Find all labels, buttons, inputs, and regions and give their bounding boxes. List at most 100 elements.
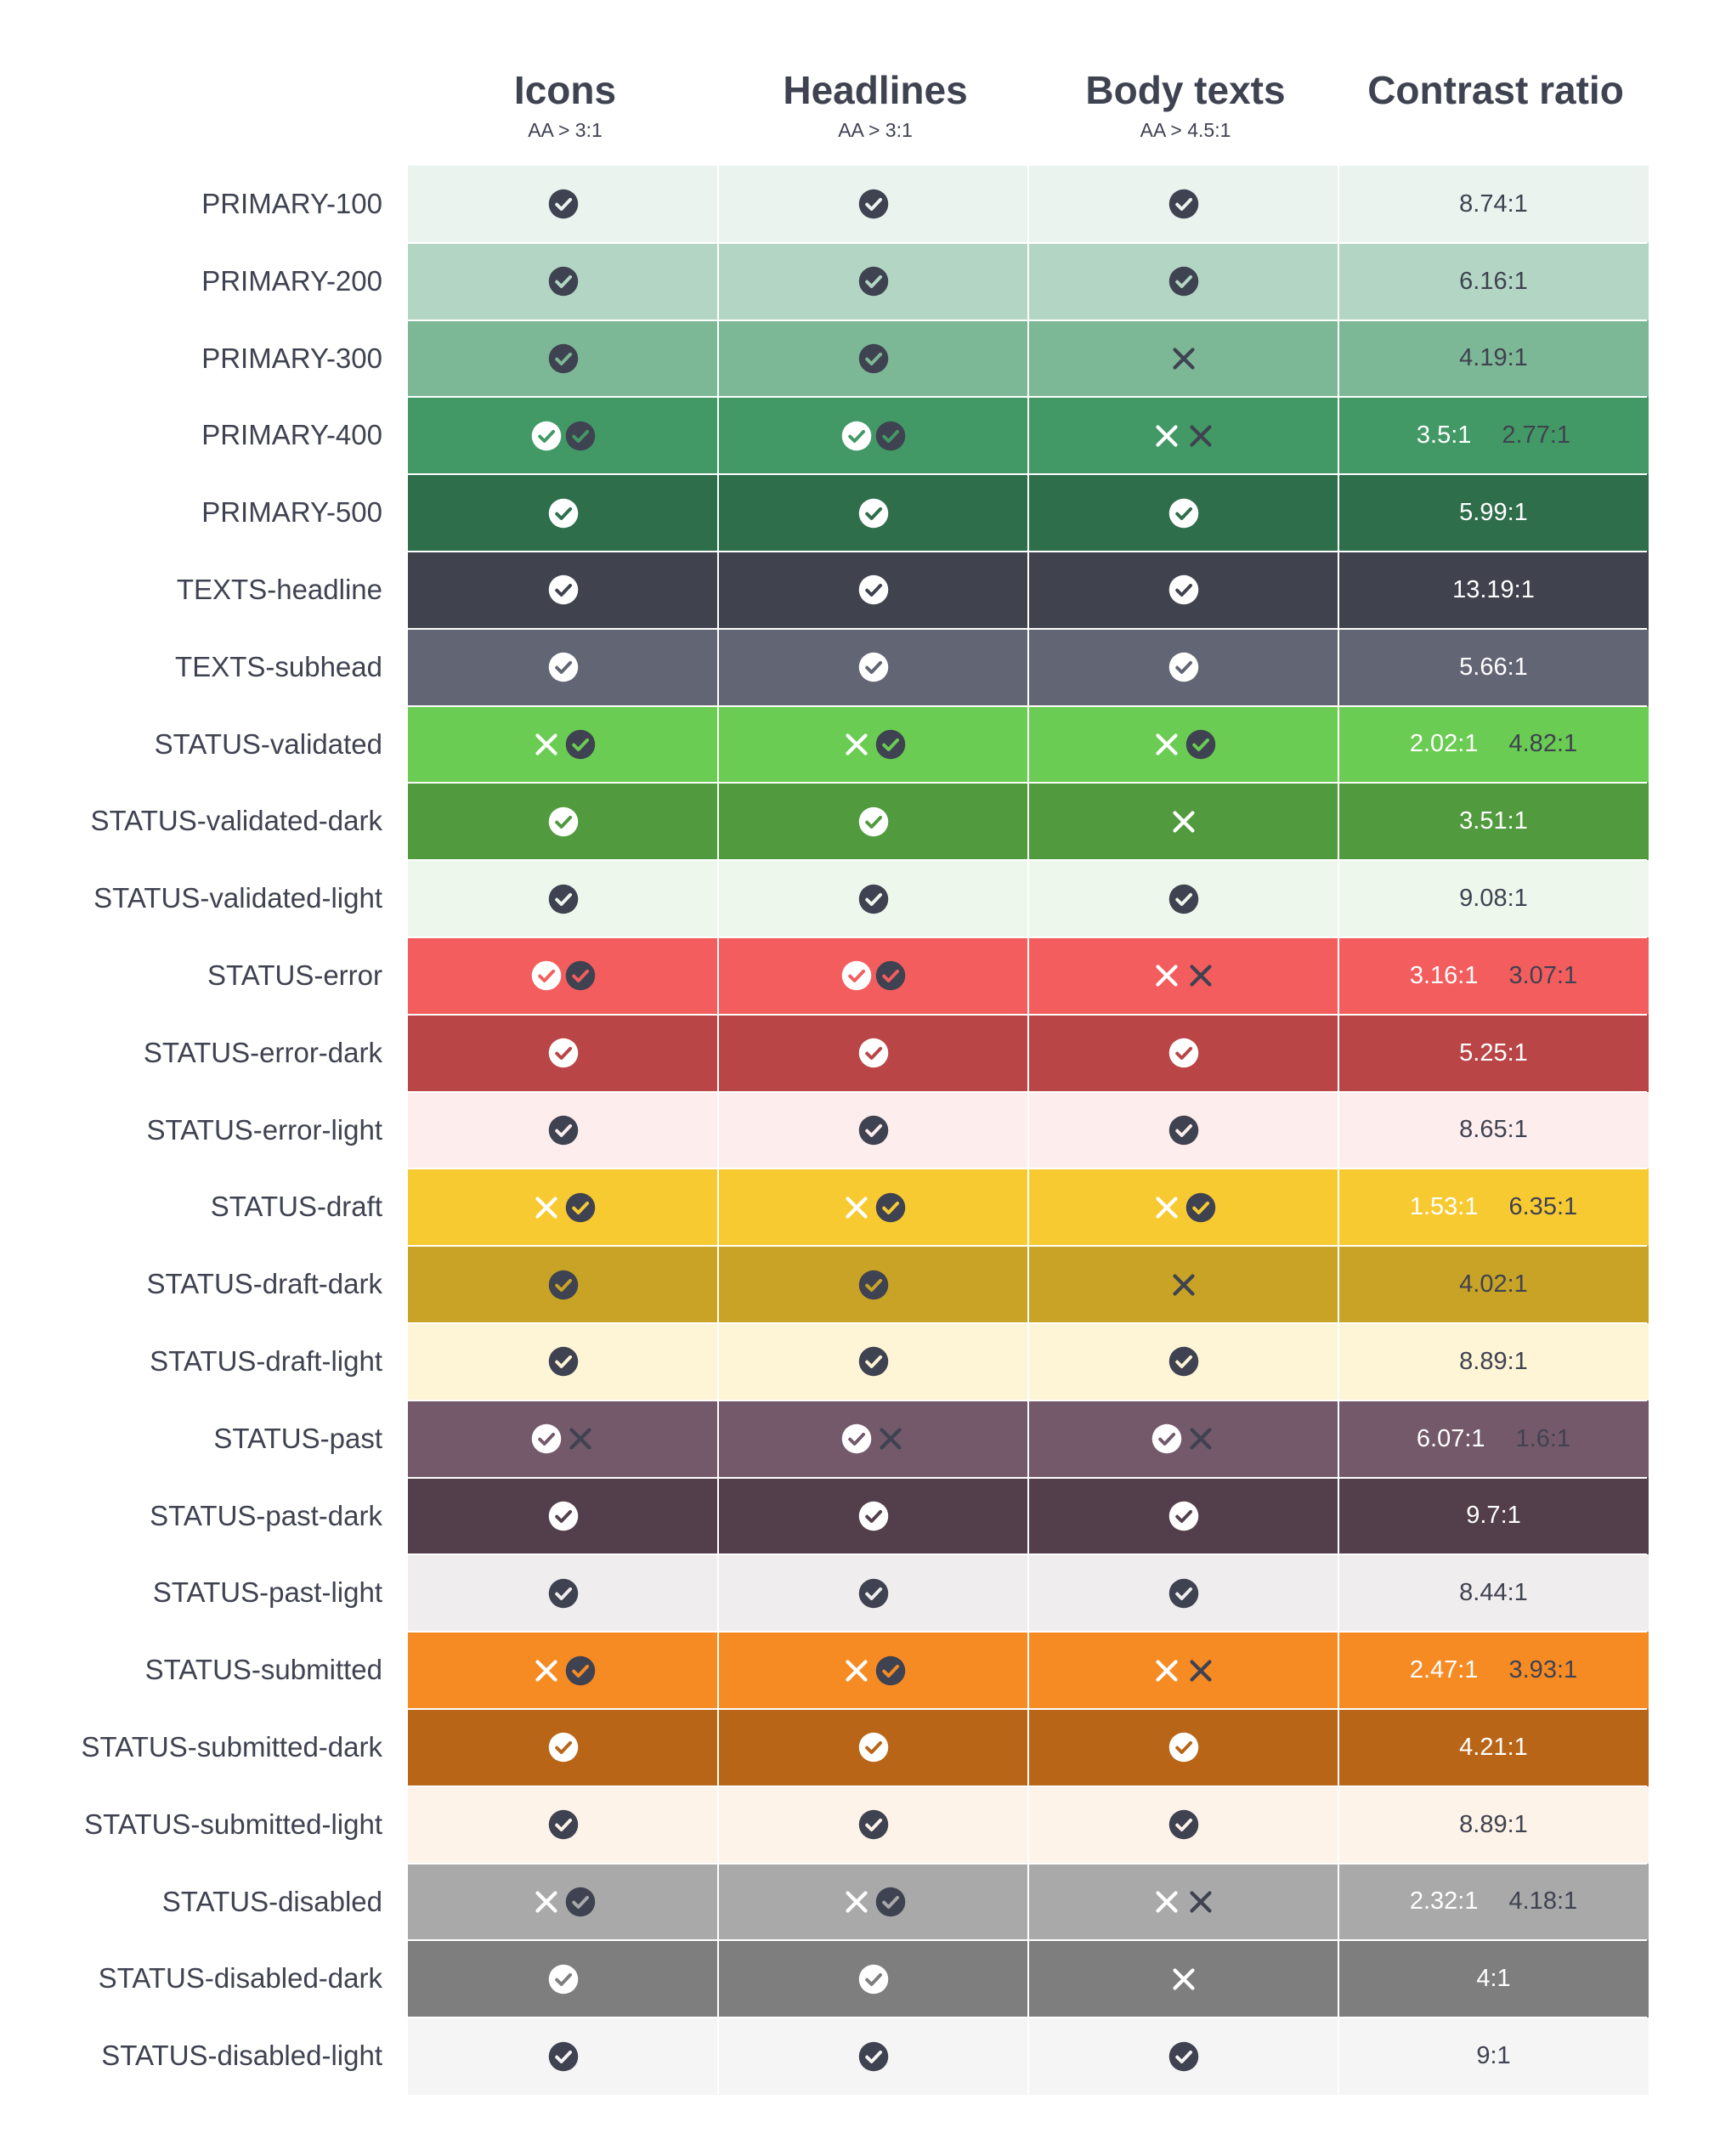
column-title: Headlines (783, 68, 968, 112)
cell-contrast-ratio: 2.02:1 4.82:1 (1338, 705, 1649, 784)
check-circle-icon (565, 961, 595, 991)
check-circle-icon (1185, 1192, 1215, 1223)
row-label: STATUS-past-light (152, 1576, 382, 1609)
column-title: Body texts (1085, 68, 1286, 112)
check-circle-icon (858, 343, 888, 374)
check-circle-icon (1168, 1115, 1198, 1146)
contrast-ratio-value: 5.66:1 (1459, 653, 1528, 681)
contrast-ratio-value: 3.5:1 (1416, 422, 1472, 450)
cell-headlines (718, 1323, 1028, 1401)
check-circle-icon (875, 1655, 905, 1685)
cell-body (1028, 1940, 1338, 2018)
column-header-3: Body texts AA > 4.5:1 (1031, 66, 1340, 143)
cross-icon (845, 1659, 868, 1682)
row-label: PRIMARY-200 (201, 264, 382, 297)
check-circle-icon (1168, 652, 1198, 682)
cross-icon (1155, 965, 1178, 987)
cell-body (1028, 937, 1338, 1015)
cell-body (1028, 2017, 1338, 2095)
cross-icon (1189, 1428, 1212, 1450)
column-subtitle: AA > 3:1 (528, 119, 603, 141)
check-circle-icon (531, 1423, 561, 1454)
cell-headlines (718, 1632, 1028, 1709)
row-label: TEXTS-headline (176, 574, 382, 605)
column-subtitle: AA > 3:1 (838, 119, 913, 141)
contrast-ratio-value: 4:1 (1476, 1965, 1511, 1993)
cell-headlines (718, 628, 1028, 706)
check-circle-icon (858, 2041, 888, 2071)
contrast-ratio-value: 4.21:1 (1459, 1733, 1528, 1761)
cell-headlines (718, 1246, 1028, 1323)
cell-icons (408, 552, 718, 629)
cell-headlines (718, 1940, 1028, 2018)
check-circle-icon (565, 729, 595, 760)
cell-contrast-ratio: 13.19:1 (1338, 552, 1649, 629)
cell-contrast-ratio: 2.47:1 3.93:1 (1338, 1632, 1649, 1709)
check-circle-icon (1168, 1578, 1198, 1609)
contrast-ratio-value: 3.16:1 (1409, 961, 1479, 989)
row-label: STATUS-submitted-dark (81, 1731, 382, 1763)
contrast-ratio-value: 3.07:1 (1508, 961, 1578, 989)
cell-body (1028, 1246, 1338, 1323)
cell-body (1028, 166, 1338, 243)
cell-contrast-ratio: 6.07:1 1.6:1 (1338, 1400, 1649, 1478)
cell-headlines (718, 860, 1028, 937)
cell-headlines (718, 474, 1028, 552)
cell-headlines (718, 1785, 1028, 1864)
column-divider (1027, 166, 1029, 2095)
cross-icon (1172, 1273, 1195, 1296)
cell-contrast-ratio: 8.65:1 (1338, 1091, 1649, 1169)
check-circle-icon (858, 1270, 888, 1299)
row-label: PRIMARY-100 (201, 188, 382, 219)
cell-body (1028, 1709, 1338, 1786)
cell-icons (408, 937, 718, 1015)
contrast-ratio-value: 6.16:1 (1459, 267, 1528, 295)
cross-icon (1189, 1659, 1212, 1682)
check-circle-icon (875, 1192, 905, 1223)
check-circle-icon (1168, 498, 1198, 528)
cell-icons (408, 2017, 718, 2095)
cell-icons (408, 1709, 718, 1786)
cell-headlines (718, 242, 1028, 320)
cell-contrast-ratio: 8.89:1 (1338, 1785, 1649, 1864)
column-title: Contrast ratio (1367, 68, 1624, 112)
check-circle-icon (841, 961, 871, 991)
check-circle-icon (548, 1809, 578, 1840)
cross-icon (1155, 425, 1178, 447)
contrast-ratio-value: 2.47:1 (1409, 1656, 1479, 1684)
cell-body (1028, 242, 1338, 320)
check-circle-icon (858, 498, 888, 528)
column-header-1: Icons AA > 3:1 (410, 66, 720, 143)
check-circle-icon (531, 421, 561, 451)
cell-body (1028, 1400, 1338, 1478)
cell-headlines (718, 320, 1028, 398)
cell-icons (408, 1863, 718, 1941)
cross-icon (535, 1197, 557, 1219)
cell-body (1028, 1863, 1338, 1941)
cell-contrast-ratio: 9.7:1 (1338, 1477, 1649, 1555)
cell-icons (408, 242, 718, 320)
cell-contrast-ratio: 9.08:1 (1338, 860, 1649, 937)
cell-contrast-ratio: 2.32:1 4.18:1 (1338, 1863, 1649, 1941)
check-circle-icon (858, 1115, 888, 1146)
cross-icon (879, 1428, 902, 1450)
contrast-ratio-value: 4.02:1 (1459, 1270, 1528, 1299)
check-circle-icon (858, 575, 888, 605)
cell-contrast-ratio: 8.89:1 (1338, 1323, 1649, 1401)
check-circle-icon (1151, 1423, 1181, 1454)
cross-icon (1155, 733, 1178, 755)
check-circle-icon (875, 729, 905, 760)
row-label: STATUS-draft-dark (146, 1268, 383, 1300)
cell-contrast-ratio: 3.51:1 (1338, 783, 1649, 861)
cell-body (1028, 1477, 1338, 1555)
cell-body (1028, 320, 1338, 398)
cell-icons (408, 474, 718, 552)
check-circle-icon (548, 1733, 578, 1763)
cell-icons (408, 1632, 718, 1709)
cell-contrast-ratio: 5.25:1 (1338, 1014, 1649, 1092)
column-title: Icons (513, 68, 617, 112)
check-circle-icon (1168, 884, 1198, 914)
cell-body (1028, 628, 1338, 706)
cross-icon (535, 1659, 557, 1682)
cell-contrast-ratio: 8.44:1 (1338, 1554, 1649, 1633)
